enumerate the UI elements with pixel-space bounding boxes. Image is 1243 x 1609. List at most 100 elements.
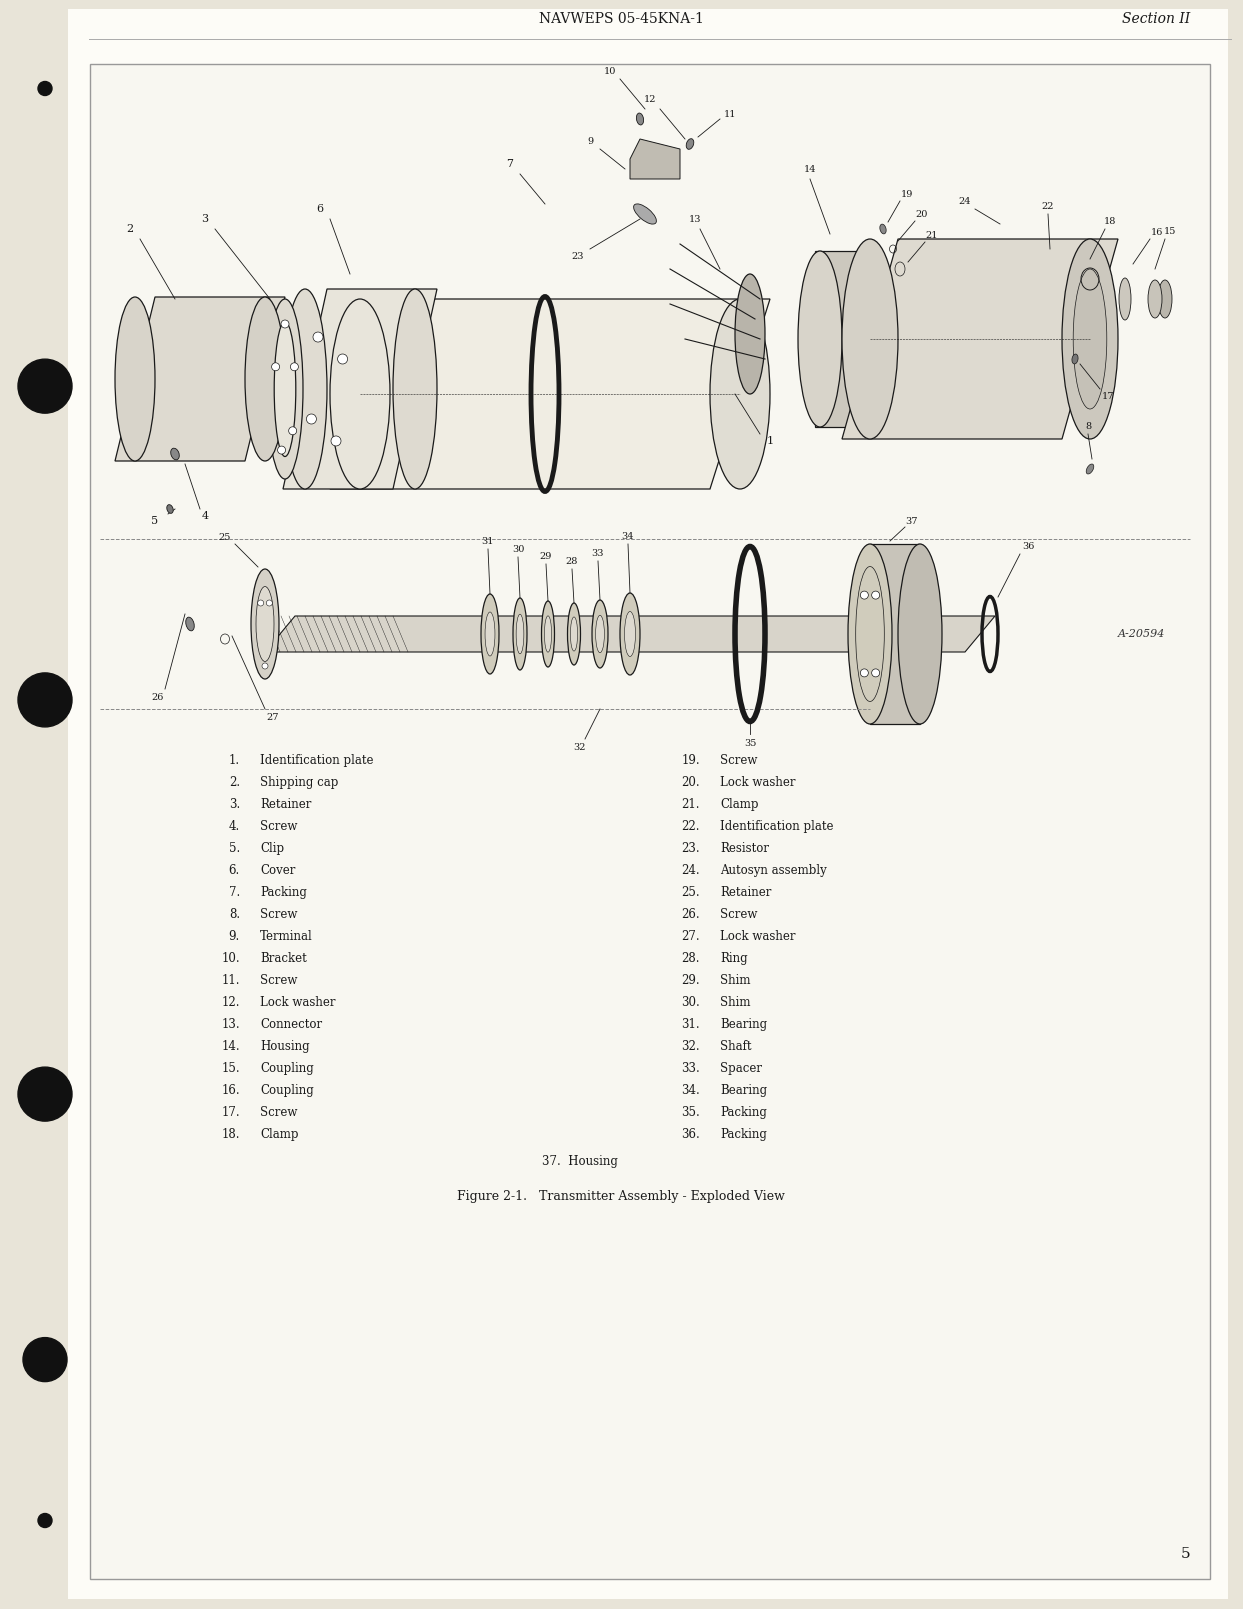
Text: 7: 7 — [506, 159, 513, 169]
Ellipse shape — [513, 599, 527, 669]
Text: Coupling: Coupling — [260, 1084, 313, 1097]
Text: Bracket: Bracket — [260, 953, 307, 965]
Text: 30: 30 — [512, 544, 525, 553]
Text: Packing: Packing — [720, 1128, 767, 1141]
Polygon shape — [265, 616, 994, 652]
Circle shape — [272, 362, 280, 370]
Text: 25.: 25. — [681, 887, 700, 899]
Ellipse shape — [275, 322, 296, 457]
Text: Screw: Screw — [720, 755, 757, 767]
Text: 22.: 22. — [681, 821, 700, 833]
Ellipse shape — [245, 298, 285, 462]
Text: 11: 11 — [723, 109, 736, 119]
Text: Coupling: Coupling — [260, 1062, 313, 1075]
Circle shape — [871, 669, 880, 677]
Text: 4: 4 — [201, 512, 209, 521]
Ellipse shape — [568, 603, 580, 665]
Text: 2.: 2. — [229, 776, 240, 788]
Ellipse shape — [1071, 354, 1078, 364]
Text: Terminal: Terminal — [260, 930, 313, 943]
Circle shape — [257, 600, 264, 607]
Ellipse shape — [880, 224, 886, 233]
Circle shape — [331, 436, 341, 446]
Text: 28.: 28. — [681, 953, 700, 965]
Text: Bearing: Bearing — [720, 1084, 767, 1097]
Ellipse shape — [485, 611, 495, 656]
Text: 37: 37 — [906, 516, 919, 526]
Text: Ring: Ring — [720, 953, 747, 965]
Text: 36: 36 — [1022, 542, 1034, 550]
Text: Clamp: Clamp — [260, 1128, 298, 1141]
Ellipse shape — [542, 602, 554, 668]
Text: 20.: 20. — [681, 776, 700, 788]
Ellipse shape — [283, 290, 327, 489]
Text: Packing: Packing — [720, 1105, 767, 1118]
Text: 17: 17 — [1101, 391, 1114, 401]
Text: Bearing: Bearing — [720, 1018, 767, 1031]
Text: 8.: 8. — [229, 907, 240, 920]
Ellipse shape — [329, 299, 390, 489]
Text: Lock washer: Lock washer — [260, 996, 336, 1009]
Text: 13.: 13. — [221, 1018, 240, 1031]
Polygon shape — [870, 544, 920, 724]
Polygon shape — [329, 299, 769, 489]
Text: Cover: Cover — [260, 864, 296, 877]
Text: 29.: 29. — [681, 973, 700, 986]
Ellipse shape — [595, 615, 604, 653]
Ellipse shape — [620, 594, 640, 676]
Text: 30.: 30. — [681, 996, 700, 1009]
Text: 18.: 18. — [221, 1128, 240, 1141]
Text: 6: 6 — [317, 204, 323, 214]
Text: 18: 18 — [1104, 217, 1116, 225]
Text: 33: 33 — [592, 549, 604, 557]
Text: 10: 10 — [604, 66, 617, 76]
Ellipse shape — [267, 299, 303, 479]
Ellipse shape — [842, 240, 897, 439]
Text: Identification plate: Identification plate — [260, 755, 373, 767]
Text: 27.: 27. — [681, 930, 700, 943]
Text: 24.: 24. — [681, 864, 700, 877]
Text: 16.: 16. — [221, 1084, 240, 1097]
Circle shape — [313, 331, 323, 343]
Text: 5: 5 — [152, 516, 159, 526]
Text: Spacer: Spacer — [720, 1062, 762, 1075]
Circle shape — [17, 1067, 72, 1121]
Text: 34.: 34. — [681, 1084, 700, 1097]
Ellipse shape — [167, 505, 173, 513]
Text: 6.: 6. — [229, 864, 240, 877]
Text: 36.: 36. — [681, 1128, 700, 1141]
Text: 9.: 9. — [229, 930, 240, 943]
Text: 16: 16 — [1151, 227, 1163, 237]
Text: Section II: Section II — [1121, 11, 1190, 26]
Polygon shape — [815, 251, 865, 426]
Text: 5.: 5. — [229, 842, 240, 854]
Ellipse shape — [624, 611, 635, 656]
Text: Autosyn assembly: Autosyn assembly — [720, 864, 827, 877]
Text: Identification plate: Identification plate — [720, 821, 834, 833]
Ellipse shape — [571, 616, 578, 652]
Text: 4.: 4. — [229, 821, 240, 833]
Text: 34: 34 — [622, 531, 634, 541]
Text: Housing: Housing — [260, 1039, 310, 1052]
Text: 24: 24 — [958, 196, 971, 206]
Text: Figure 2-1.   Transmitter Assembly - Exploded View: Figure 2-1. Transmitter Assembly - Explo… — [457, 1191, 784, 1204]
Text: 32: 32 — [574, 742, 587, 751]
Text: 22: 22 — [1042, 201, 1054, 211]
Text: 10.: 10. — [221, 953, 240, 965]
Text: 14.: 14. — [221, 1039, 240, 1052]
Text: 20: 20 — [916, 209, 929, 219]
Circle shape — [17, 359, 72, 414]
Text: 23.: 23. — [681, 842, 700, 854]
Text: 35.: 35. — [681, 1105, 700, 1118]
Circle shape — [288, 426, 297, 434]
Text: A-20594: A-20594 — [1117, 629, 1165, 639]
Text: 1.: 1. — [229, 755, 240, 767]
Text: 5: 5 — [1181, 1546, 1190, 1561]
Polygon shape — [630, 138, 680, 179]
Text: Screw: Screw — [260, 821, 297, 833]
Polygon shape — [116, 298, 285, 462]
Ellipse shape — [251, 570, 278, 679]
Ellipse shape — [1062, 240, 1117, 439]
Circle shape — [17, 673, 72, 727]
Text: Resistor: Resistor — [720, 842, 769, 854]
